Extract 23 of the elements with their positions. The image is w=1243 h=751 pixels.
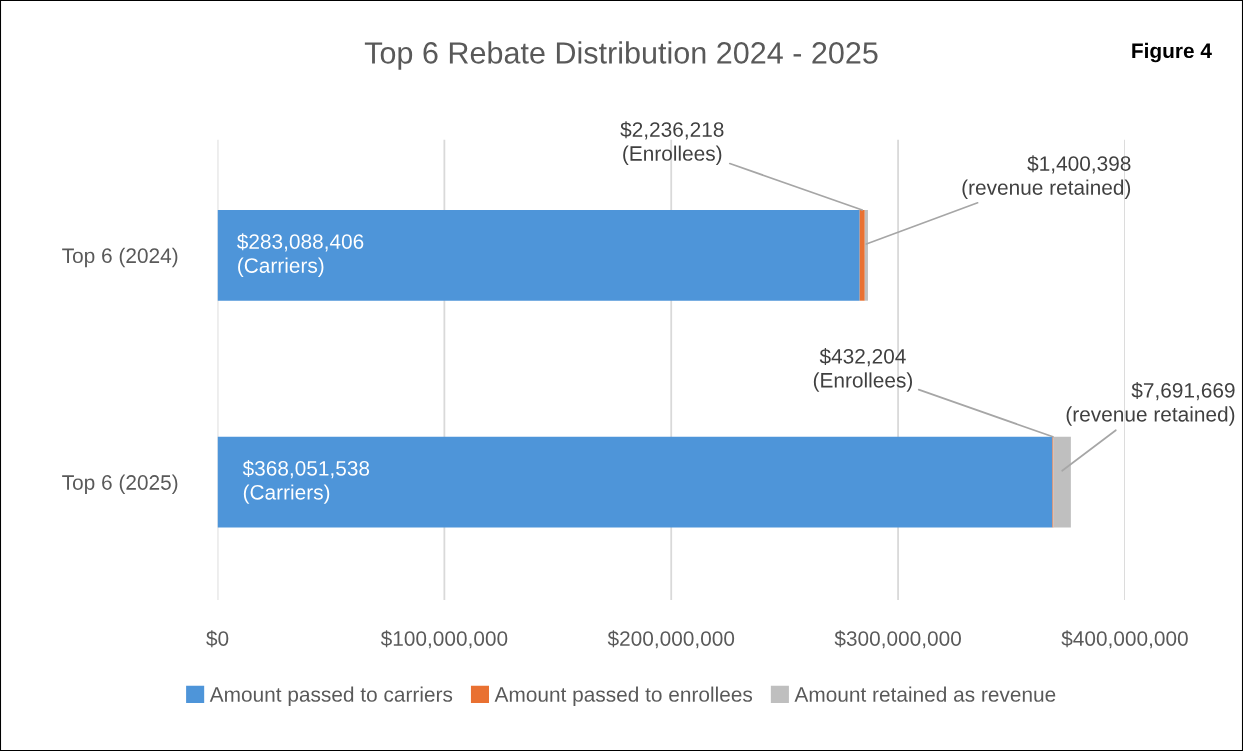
data-label: $2,236,218 (Enrollees) (620, 121, 724, 165)
bar (217, 436, 1053, 528)
bar (859, 209, 865, 301)
caption: Figure 4 (1132, 42, 1212, 63)
x-tick-label: $100,000,000 (380, 630, 508, 649)
x-tick-label: $200,000,000 (607, 630, 735, 649)
legend-label: Amount retained as revenue (794, 686, 1056, 702)
bar (1053, 436, 1071, 528)
bar (864, 209, 868, 301)
legend-label: Amount passed to carriers (209, 686, 453, 706)
data-label: $432,204 (Enrollees) (813, 348, 912, 392)
x-tick-label: $0 (206, 630, 229, 648)
data-label: $368,051,538 (Carriers) (242, 460, 370, 504)
y-tick-label: Top 6 (2024) (62, 247, 178, 268)
bar (217, 209, 860, 301)
chart-title: Top 6 Rebate Distribution 2024 - 2025 (364, 41, 878, 70)
data-label: $7,691,669 (revenue retained) (1066, 382, 1235, 426)
y-tick-label: Top 6 (2025) (62, 474, 178, 494)
data-label: $283,088,406 (Carriers) (237, 233, 364, 278)
x-tick-label: $300,000,000 (834, 630, 961, 649)
legend-label: Amount passed to enrollees (494, 686, 753, 706)
x-tick-label: $400,000,000 (1061, 630, 1188, 649)
data-label: $1,400,398 (revenue retained) (962, 155, 1131, 199)
